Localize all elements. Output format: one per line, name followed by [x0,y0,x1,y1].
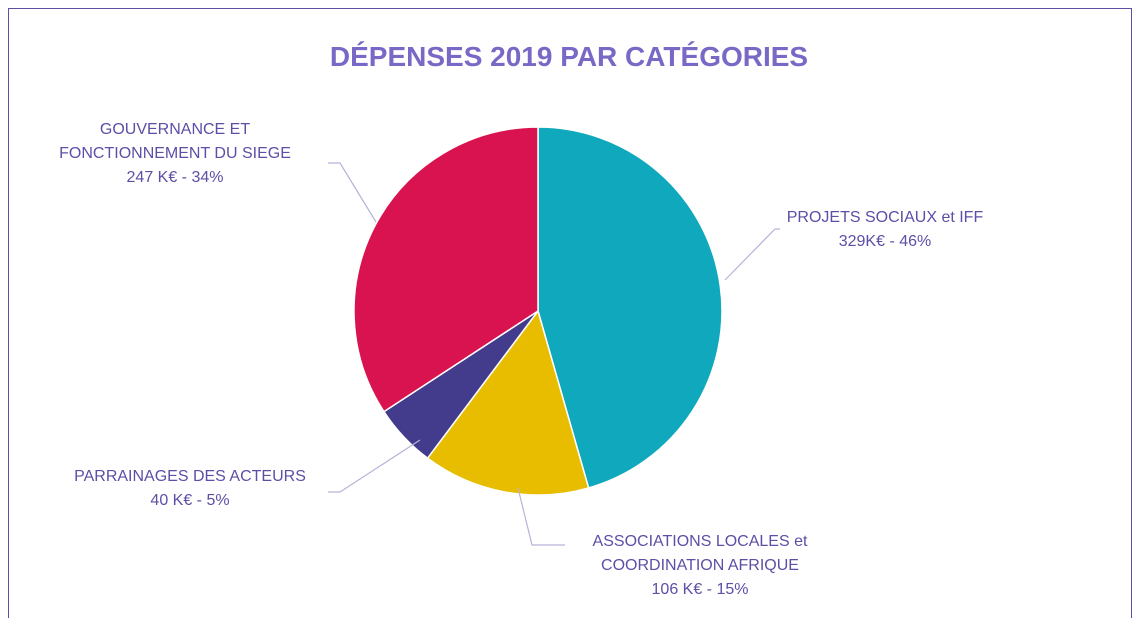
leader-line [724,228,780,281]
slice-label: ASSOCIATIONS LOCALES et COORDINATION AFR… [560,530,840,602]
pie-slice [353,126,539,413]
leader-line [328,439,421,493]
value-label: 329K€ - 46% [838,233,932,250]
slice-label: PROJETS SOCIAUX et IFF 329K€ - 46% [755,206,1015,254]
value-label: 40 K€ - 5% [150,492,230,509]
chart-frame [8,8,1132,618]
category-label: GOUVERNANCE ET FONCTIONNEMENT DU SIEGE [59,121,291,162]
leader-line [328,162,377,223]
slice-label: GOUVERNANCE ET FONCTIONNEMENT DU SIEGE 24… [50,118,300,190]
category-label: PROJETS SOCIAUX et IFF [786,209,984,226]
category-label: PARRAINAGES DES ACTEURS [74,468,306,485]
slice-label: PARRAINAGES DES ACTEURS 40 K€ - 5% [40,465,340,513]
value-label: 247 K€ - 34% [126,169,224,186]
chart-title: DÉPENSES 2019 PAR CATÉGORIES [330,41,808,72]
leader-line [517,487,565,546]
pie-slice [426,309,590,496]
category-label: ASSOCIATIONS LOCALES et COORDINATION AFR… [592,533,808,574]
value-label: 106 K€ - 15% [651,581,749,598]
pie-slice [537,126,723,489]
